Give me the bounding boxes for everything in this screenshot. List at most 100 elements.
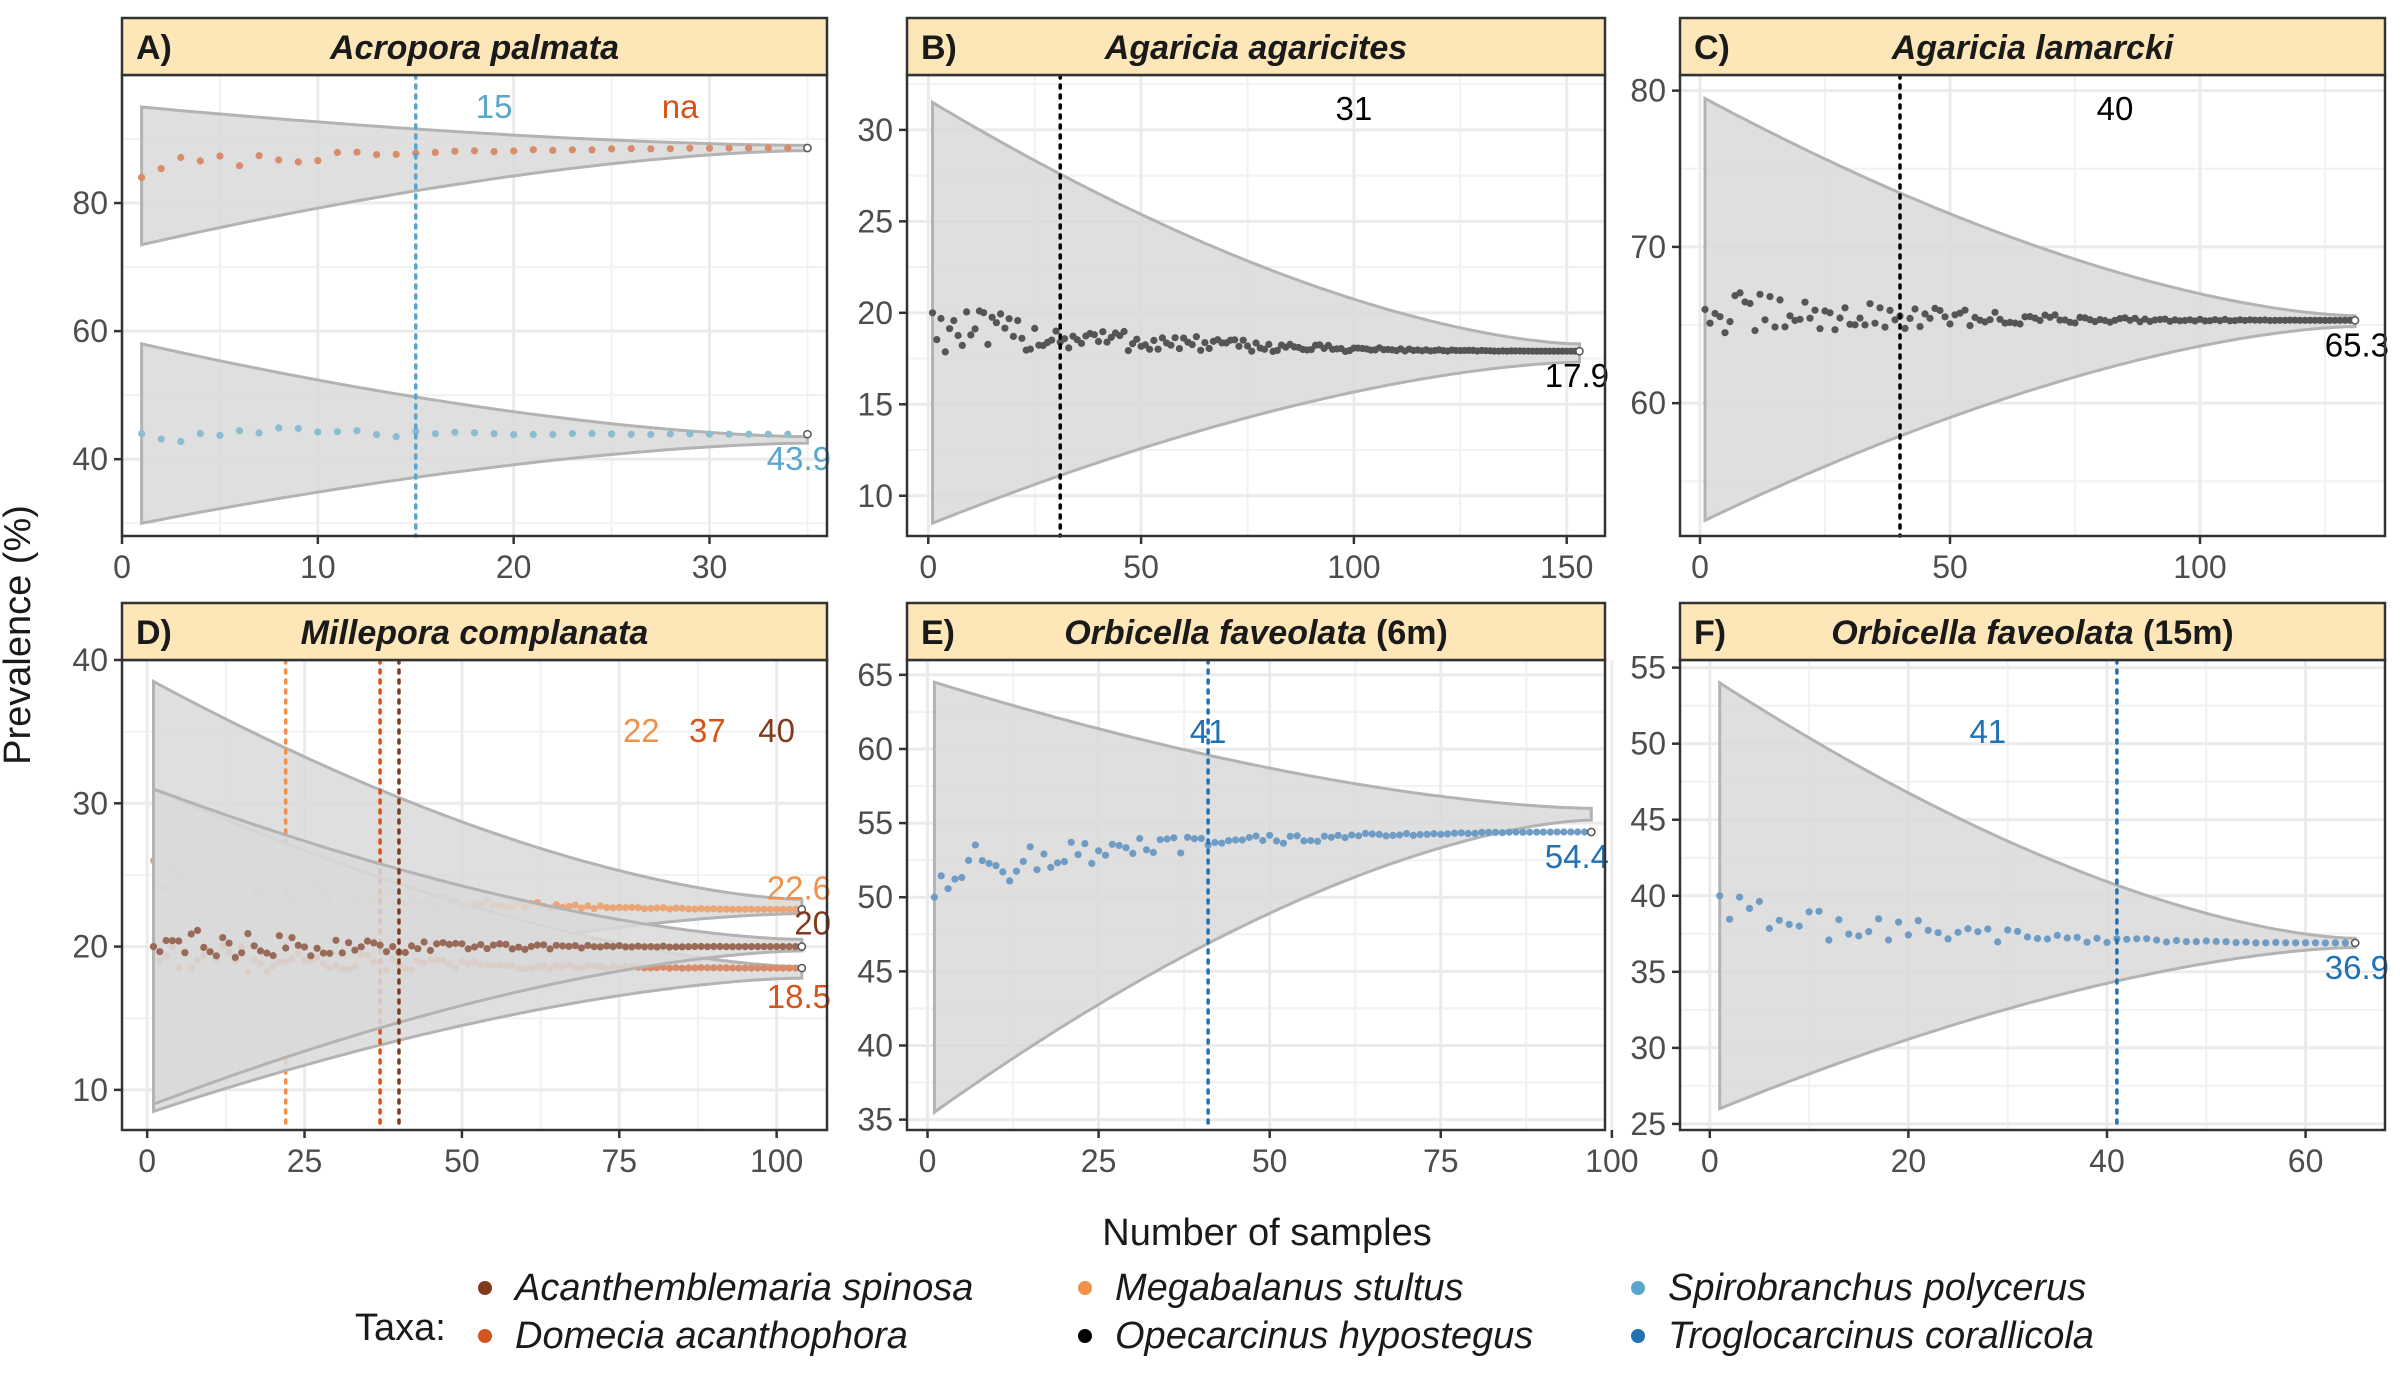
panel-b-cutoff-label-opecarcinus-hypostegus: 31 (1336, 90, 1373, 127)
panel-f-troglocarcinus-corallicola-point (2272, 938, 2280, 947)
panel-d: 22 22.6 37 18.5 40 20 D) Millepora complanata 0 2… (72, 601, 831, 1179)
panel-e-title: Orbicella faveolata (6m) (1064, 614, 1448, 652)
panel-d-final-label-domecia-acanthophora: 18.5 (767, 978, 831, 1015)
panel-a-spirobranchus-polycerus-point (333, 428, 341, 436)
panel-f-troglocarcinus-corallicola-point (2222, 938, 2230, 946)
panel-f-troglocarcinus-corallicola-point (1924, 926, 1932, 934)
panel-b-opecarcinus-hypostegus-point (1167, 341, 1175, 349)
legend-items: Acanthemblemaria spinosa Domecia acanthop… (478, 1267, 2094, 1357)
panel-e: 41 54.4 E) Orbicella faveolata (6m) 0 25 50 75 1… (857, 601, 1639, 1179)
panel-c-opecarcinus-hypostegus-point (1806, 314, 1814, 322)
panel-e-troglocarcinus-corallicola-point (1498, 829, 1506, 837)
panel-e-troglocarcinus-corallicola-point (1156, 836, 1164, 844)
panel-a-spirobranchus-polycerus-point (608, 430, 616, 438)
panel-b-opecarcinus-hypostegus-point (928, 309, 937, 317)
panel-b-opecarcinus-hypostegus-point (958, 341, 966, 349)
panel-c-opecarcinus-hypostegus-point (1861, 321, 1869, 329)
legend-label: Opecarcinus hypostegus (1115, 1315, 1533, 1357)
x-tick-label: 150 (1540, 549, 1593, 585)
panel-c-opecarcinus-hypostegus-point (2251, 316, 2259, 324)
panel-a-spirobranchus-polycerus-point (314, 428, 322, 436)
legend-item-domecia-acanthophora: Domecia acanthophora (478, 1315, 908, 1357)
panel-c-opecarcinus-hypostegus-point (1761, 316, 1769, 324)
panel-d-domecia-acanthophora-point (729, 964, 737, 972)
panel-f-cutoff-label-troglocarcinus-corallicola: 41 (1969, 713, 2006, 750)
panel-f-troglocarcinus-corallicola-point (1716, 892, 1724, 900)
panel-b-opecarcinus-hypostegus-point (1099, 328, 1107, 336)
panel-d-acanthemblemaria-spinosa-point (590, 943, 598, 951)
panel-f-troglocarcinus-corallicola-point (2262, 939, 2270, 947)
panel-f-troglocarcinus-corallicola-point (1726, 915, 1734, 923)
panel-f-troglocarcinus-corallicola-point (1835, 916, 1843, 924)
panel-e-troglocarcinus-corallicola-point (1081, 840, 1089, 848)
panel-f-troglocarcinus-corallicola-point (2133, 935, 2141, 943)
panel-d-acanthemblemaria-spinosa-point (785, 943, 793, 951)
panel-a-spirobranchus-polycerus-point (373, 431, 381, 439)
panel-f-troglocarcinus-corallicola-point (1865, 928, 1873, 936)
panel-e-troglocarcinus-corallicola-point (1355, 832, 1363, 840)
legend-title: Taxa: (355, 1307, 446, 1349)
panel-b-opecarcinus-hypostegus-point (984, 340, 992, 348)
legend-dot (1078, 1329, 1092, 1343)
panel-c-strip (1678, 16, 2387, 77)
panel-e-troglocarcinus-corallicola-point (1382, 832, 1390, 840)
panel-a-domecia-acanthophora-series (138, 105, 812, 247)
panel-c-opecarcinus-hypostegus-point (2336, 316, 2344, 324)
panel-c-opecarcinus-hypostegus-final-point (2350, 315, 2360, 325)
panel-e-troglocarcinus-corallicola-point (999, 868, 1007, 876)
panel-e-troglocarcinus-corallicola-point (1533, 828, 1541, 836)
panel-d-acanthemblemaria-spinosa-point (263, 949, 271, 957)
panel-e-troglocarcinus-corallicola-point (1245, 833, 1253, 842)
panel-f: 41 36.9 F) Orbicella faveolata (15m) 0 20 40 60… (1630, 601, 2389, 1179)
panel-a-spirobranchus-polycerus-point (177, 437, 185, 446)
panel-d-domecia-acanthophora-point (722, 964, 730, 972)
panel-b-opecarcinus-hypostegus-point (933, 336, 941, 344)
panel-a-spirobranchus-polycerus-point (353, 427, 361, 435)
y-tick-label: 50 (857, 879, 893, 915)
panel-c-opecarcinus-hypostegus-point (1911, 305, 1919, 313)
x-axis-title: Number of samples (1102, 1212, 1431, 1254)
panel-f-ticks: 0 20 40 60 25 30 35 40 45 50 55 (1630, 650, 2323, 1179)
panel-d-final-label-megabalanus-stultus: 22.6 (767, 869, 831, 906)
panel-e-troglocarcinus-corallicola-point (1170, 834, 1178, 842)
panel-b-title: Agaricia agaricites (1104, 29, 1407, 67)
legend-dot (1631, 1281, 1645, 1295)
panel-c-opecarcinus-hypostegus-point (2286, 316, 2294, 324)
panel-c-opecarcinus-hypostegus-point (1781, 323, 1789, 331)
panel-d-megabalanus-stultus-point (584, 902, 592, 910)
panel-a-cutoff-label-spirobranchus-polycerus: 15 (476, 88, 513, 125)
panel-f-troglocarcinus-corallicola-point (1736, 893, 1744, 901)
panel-d-megabalanus-stultus-point (722, 905, 730, 913)
panel-b-opecarcinus-hypostegus-final-point (1575, 346, 1584, 356)
panel-d-acanthemblemaria-spinosa-point (332, 936, 340, 944)
panel-d-acanthemblemaria-spinosa-point (219, 934, 227, 942)
x-tick-label: 40 (2089, 1143, 2125, 1179)
panel-d-species-name: Millepora complanata (301, 614, 649, 652)
panel-d-acanthemblemaria-spinosa-point (571, 942, 579, 950)
panel-f-troglocarcinus-corallicola-point (2014, 927, 2022, 936)
panel-e-troglocarcinus-corallicola-point (1300, 837, 1308, 845)
panel-d-acanthemblemaria-spinosa-point (181, 949, 189, 957)
panel-e-troglocarcinus-corallicola-point (1136, 834, 1144, 843)
panel-a-spirobranchus-polycerus-point (529, 430, 537, 439)
panel-a-spirobranchus-polycerus-point (275, 424, 283, 432)
panel-d-acanthemblemaria-spinosa-point (244, 930, 252, 938)
panel-b-opecarcinus-hypostegus-point (1026, 345, 1034, 353)
panel-e-troglocarcinus-corallicola-point (1416, 831, 1424, 839)
panel-a-spirobranchus-polycerus-point (745, 430, 753, 438)
panel-d-acanthemblemaria-spinosa-point (565, 942, 573, 951)
panel-e-troglocarcinus-corallicola-point (1108, 840, 1116, 848)
panel-b-opecarcinus-hypostegus-point (980, 309, 988, 317)
panel-a-spirobranchus-polycerus-point (686, 430, 694, 438)
x-tick-label: 25 (287, 1143, 323, 1179)
panel-d-domecia-acanthophora-point (691, 964, 699, 972)
panel-b-opecarcinus-hypostegus-point (1065, 344, 1073, 352)
panel-f-troglocarcinus-corallicola-point (1765, 924, 1773, 933)
panel-c-annotations: 40 65.3 (2097, 90, 2389, 363)
panel-e-troglocarcinus-corallicola-final-point (1586, 827, 1596, 837)
panel-b-species-name: Agaricia agaricites (1104, 29, 1407, 67)
panel-e-troglocarcinus-corallicola-point (1450, 829, 1459, 837)
panel-c-opecarcinus-hypostegus-point (1851, 321, 1859, 329)
panel-d-acanthemblemaria-spinosa-point (678, 943, 686, 951)
panel-e-troglocarcinus-corallicola-point (1053, 859, 1062, 867)
